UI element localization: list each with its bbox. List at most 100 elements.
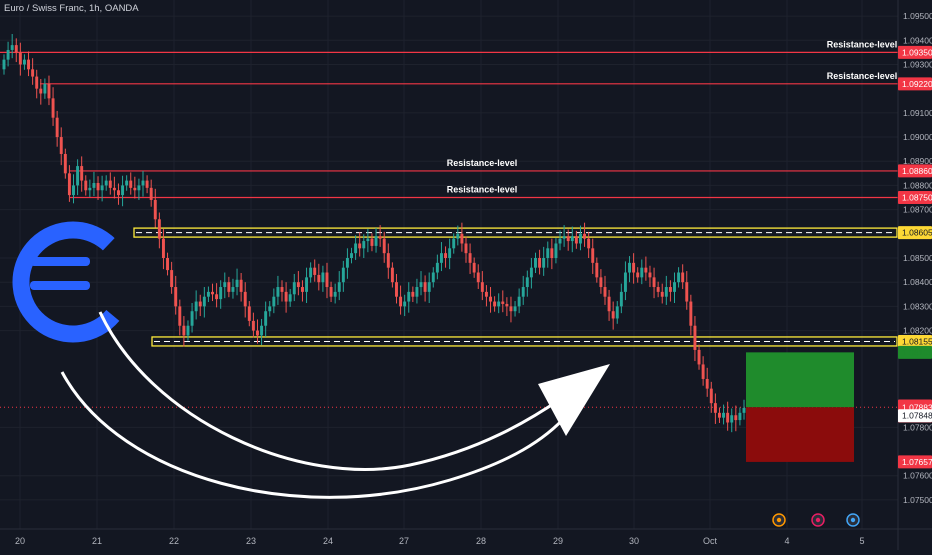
resistance-label: Resistance-level xyxy=(447,158,518,168)
candle-body xyxy=(742,407,746,413)
candle-body xyxy=(529,267,533,278)
candle-body xyxy=(260,325,264,336)
candle-body xyxy=(108,180,112,188)
candle-body xyxy=(673,282,676,292)
event-icon xyxy=(811,513,825,527)
candle-body xyxy=(550,248,554,258)
candle-body xyxy=(6,49,10,60)
candle-body xyxy=(76,166,80,186)
candle-body xyxy=(640,267,644,278)
candle-body xyxy=(366,238,370,242)
candle-body xyxy=(219,287,223,300)
candle-body xyxy=(685,282,689,302)
x-tick-label: 28 xyxy=(476,536,486,546)
candle-body xyxy=(632,262,636,273)
y-tick-label: 1.07500 xyxy=(903,495,932,505)
candle-body xyxy=(35,76,39,89)
candle-body xyxy=(448,248,452,258)
resistance-label: Resistance-level xyxy=(827,71,898,81)
candle-body xyxy=(215,294,219,300)
event-icon-dot xyxy=(776,517,782,523)
candle-body xyxy=(10,45,14,50)
candle-body xyxy=(300,287,304,292)
candle-body xyxy=(538,258,542,268)
candle-body xyxy=(206,291,210,297)
candle-body xyxy=(738,412,742,421)
candle-body xyxy=(292,282,296,295)
resistance-price-tag-bg xyxy=(898,77,932,91)
candle-body xyxy=(63,153,67,174)
candle-body xyxy=(570,236,574,242)
candle-body xyxy=(489,296,492,302)
resistance-label: Resistance-level xyxy=(447,185,518,195)
candle-body xyxy=(411,291,415,297)
candle-body xyxy=(542,258,546,268)
candle-body xyxy=(59,137,63,154)
event-icon xyxy=(772,513,786,527)
candle-body xyxy=(345,258,349,268)
candle-body xyxy=(689,301,693,326)
y-tick-label: 1.09500 xyxy=(903,11,932,21)
candle-body xyxy=(190,311,194,326)
y-tick-label: 1.08900 xyxy=(903,156,932,166)
candle-body xyxy=(628,262,631,273)
candle-body xyxy=(456,233,460,239)
target-zone xyxy=(746,352,854,408)
candle-body xyxy=(117,190,120,196)
candle-body xyxy=(276,287,280,297)
candle-body xyxy=(18,52,22,65)
candle-body xyxy=(444,253,448,258)
candle-body xyxy=(96,183,100,191)
x-tick-label: 23 xyxy=(246,536,256,546)
candle-body xyxy=(427,282,431,292)
candle-body xyxy=(607,296,611,312)
candle-body xyxy=(484,291,488,297)
candle-body xyxy=(153,199,157,220)
bid-price-tag-bg xyxy=(898,409,932,423)
zone-price-tag: 1.08155 xyxy=(902,336,932,346)
candle-body xyxy=(505,303,509,307)
candle-body xyxy=(362,241,366,249)
candle-body xyxy=(599,277,603,288)
candle-body xyxy=(656,287,660,292)
candle-body xyxy=(423,282,427,292)
candle-body xyxy=(211,291,214,295)
target-price-tag: 1.08100 xyxy=(902,347,932,357)
candle-body xyxy=(133,187,137,191)
candle-body xyxy=(681,272,685,283)
resistance-price-tag: 1.09350 xyxy=(902,47,932,57)
x-tick-label: 20 xyxy=(15,536,25,546)
candle-body xyxy=(121,185,125,196)
candle-body xyxy=(648,272,652,278)
candle-body xyxy=(439,253,443,263)
candle-body xyxy=(317,274,321,283)
candle-body xyxy=(231,287,235,292)
candle-body xyxy=(390,267,394,283)
y-tick-label: 1.09100 xyxy=(903,108,932,118)
candle-body xyxy=(534,258,537,268)
zone-price-tag-bg xyxy=(898,334,932,348)
candle-body xyxy=(583,233,587,239)
candle-body xyxy=(239,279,243,292)
candle-body xyxy=(697,349,701,365)
candle-body xyxy=(558,238,562,244)
candle-body xyxy=(652,277,656,288)
candle-body xyxy=(129,180,133,188)
candle-body xyxy=(170,270,174,288)
time-axis-panel xyxy=(0,529,932,550)
x-tick-label: 24 xyxy=(323,536,333,546)
candle-body xyxy=(202,296,206,307)
resistance-price-tag: 1.08860 xyxy=(902,166,932,176)
y-tick-label: 1.08500 xyxy=(903,253,932,263)
zone-rectangle xyxy=(133,227,898,238)
candle-body xyxy=(370,238,374,246)
candle-body xyxy=(525,277,529,288)
zone-rectangle xyxy=(151,336,898,347)
candle-body xyxy=(386,253,390,268)
candle-body xyxy=(22,59,26,65)
candle-body xyxy=(591,248,595,263)
arrow-annotation xyxy=(60,311,610,499)
y-tick-label: 1.08300 xyxy=(903,301,932,311)
